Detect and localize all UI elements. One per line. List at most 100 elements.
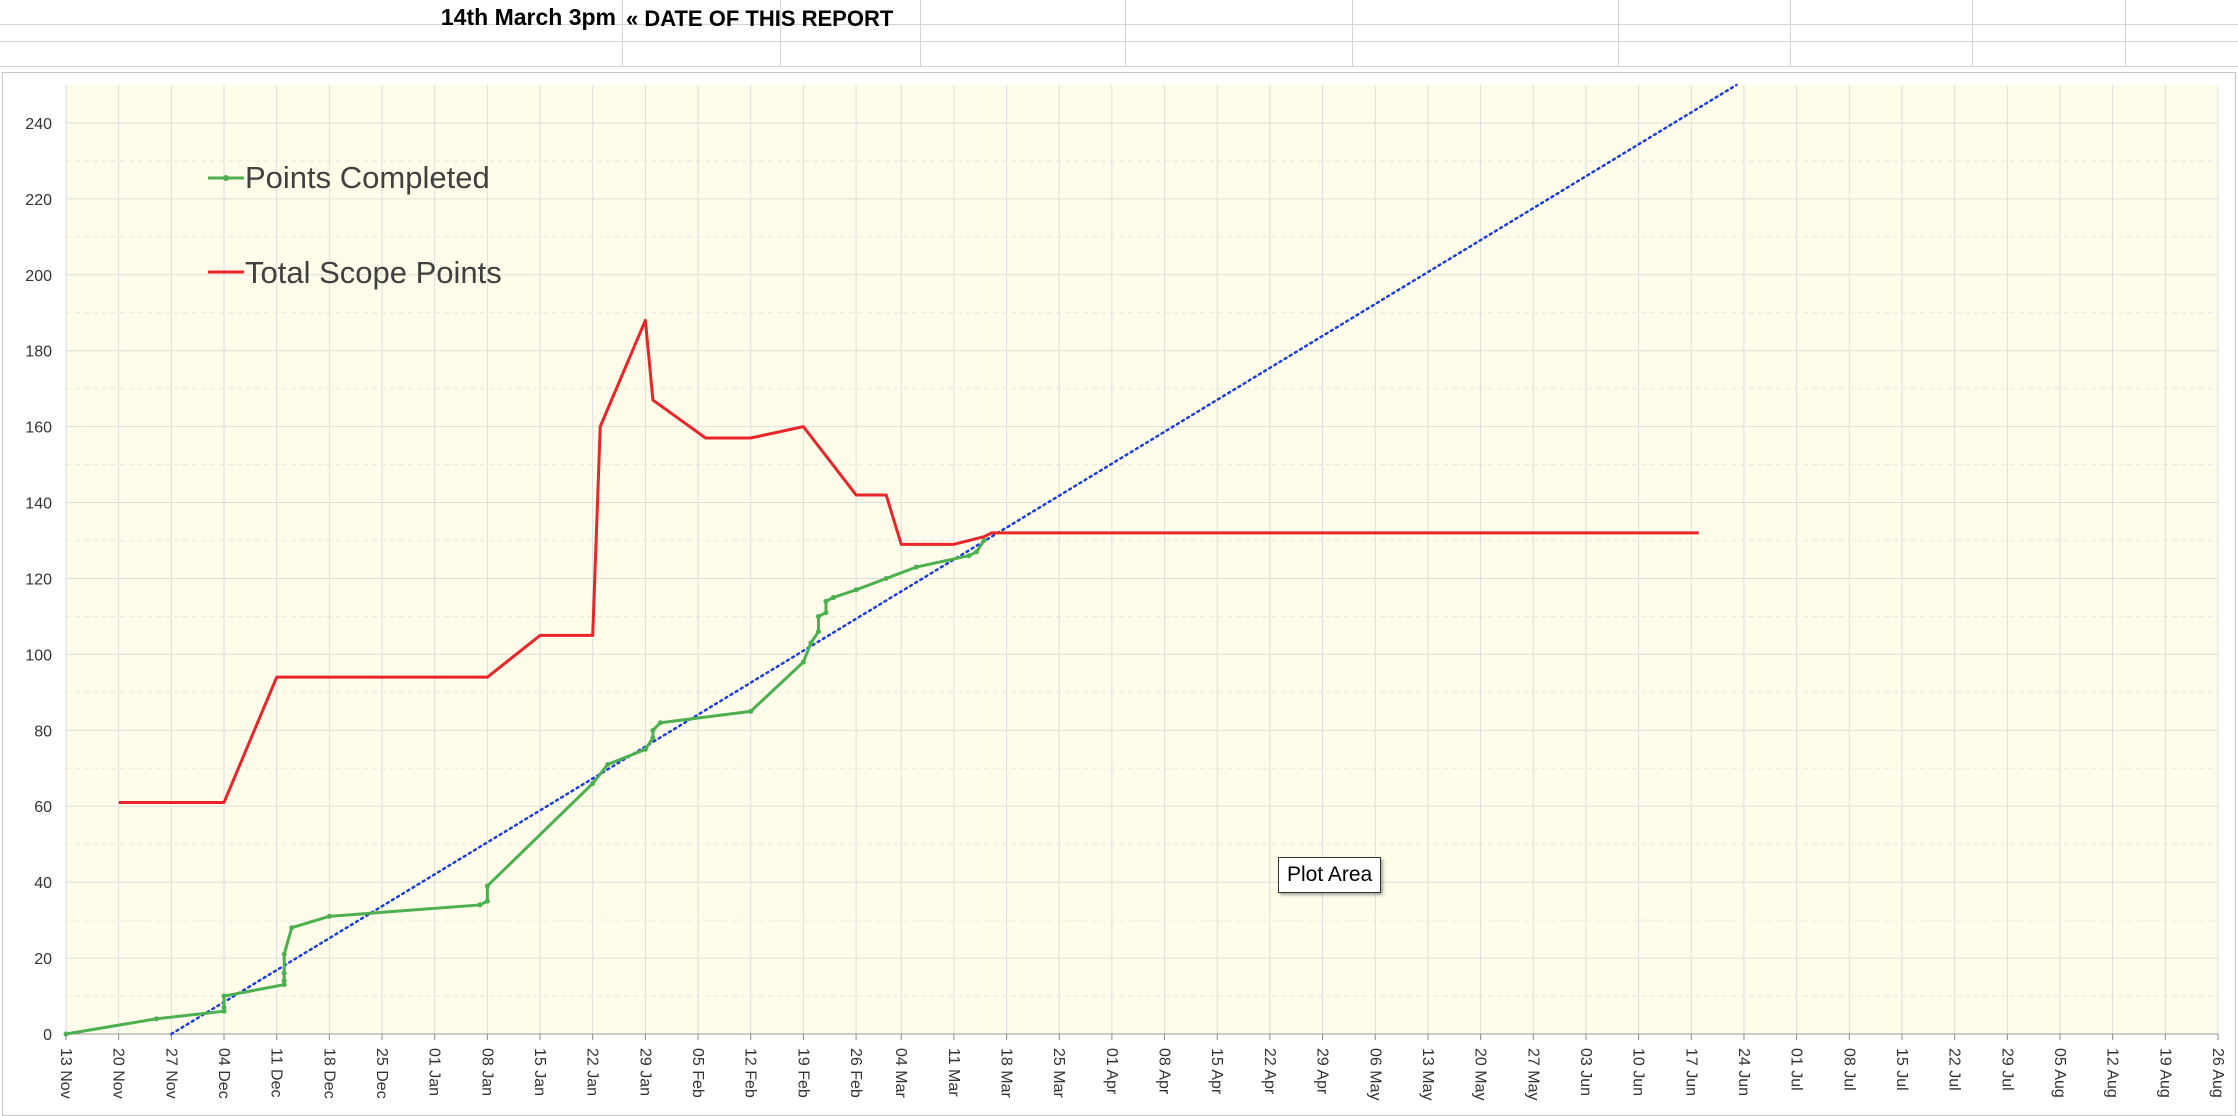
y-gridlines <box>66 122 2218 1035</box>
series-line-total-scope-points[interactable] <box>118 318 1699 804</box>
data-point[interactable] <box>748 708 754 714</box>
plot-area[interactable] <box>66 85 2218 1034</box>
plot-area-tooltip: Plot Area <box>1278 857 1382 893</box>
cell-divider <box>622 0 623 66</box>
y-tick-label: 0 <box>43 1027 52 1044</box>
spreadsheet-row-3 <box>0 41 2238 67</box>
x-tick-label: 26 Feb <box>847 1048 864 1098</box>
data-point[interactable] <box>281 970 287 976</box>
x-tick-label: 17 Jun <box>1682 1048 1699 1096</box>
data-point[interactable] <box>966 553 972 559</box>
x-tick-label: 22 Apr <box>1261 1048 1278 1095</box>
data-point[interactable] <box>63 1031 69 1037</box>
x-tick-label: 18 Dec <box>320 1048 337 1099</box>
data-point[interactable] <box>484 883 490 889</box>
data-point[interactable] <box>326 913 332 919</box>
x-tick-label: 10 Jun <box>1630 1048 1647 1096</box>
data-point[interactable] <box>281 978 287 984</box>
data-point[interactable] <box>853 587 859 593</box>
cell-divider <box>920 0 921 66</box>
y-tick-label: 220 <box>25 192 52 209</box>
x-tick-label: 11 Dec <box>268 1048 285 1098</box>
x-tick-label: 27 Nov <box>162 1048 179 1099</box>
data-point[interactable] <box>830 594 836 600</box>
data-point[interactable] <box>981 538 987 544</box>
x-tick-label: 15 Jan <box>531 1048 548 1096</box>
data-point[interactable] <box>477 902 483 908</box>
data-point[interactable] <box>657 720 663 726</box>
report-date-cell[interactable]: 14th March 3pm <box>440 4 616 30</box>
x-tick-label: 20 May <box>1472 1048 1489 1100</box>
y-axis-ticks: 0 20 40 60 80 100 120 140 160 180 200 220 240 <box>25 116 52 1044</box>
data-point[interactable] <box>815 613 821 619</box>
x-tick-label: 05 Feb <box>689 1048 706 1098</box>
data-point[interactable] <box>590 780 596 786</box>
data-point[interactable] <box>815 629 821 635</box>
cell-divider <box>780 0 781 66</box>
x-tick-label: 22 Jan <box>584 1048 601 1096</box>
x-tick-label: 05 Aug <box>2051 1048 2068 1098</box>
x-tick-label: 01 Jul <box>1788 1048 1805 1091</box>
y-tick-label: 200 <box>25 268 52 285</box>
y-tick-label: 20 <box>34 951 52 968</box>
data-point[interactable] <box>800 659 806 665</box>
x-tick-label: 25 Dec <box>373 1048 390 1099</box>
data-point[interactable] <box>883 575 889 581</box>
x-tick-label: 01 Apr <box>1103 1048 1120 1095</box>
x-tick-label: 01 Jan <box>426 1048 443 1096</box>
x-tick-label: 18 Mar <box>998 1048 1015 1098</box>
x-tick-label: 08 Jul <box>1840 1048 1857 1091</box>
data-point[interactable] <box>281 951 287 957</box>
x-tick-label: 12 Feb <box>742 1048 759 1098</box>
x-tick-label: 19 Feb <box>794 1048 811 1098</box>
report-date-label-cell[interactable]: « DATE OF THIS REPORT <box>626 6 894 31</box>
data-point[interactable] <box>650 735 656 741</box>
data-point[interactable] <box>281 982 287 988</box>
x-tick-label: 04 Dec <box>215 1048 232 1099</box>
y-tick-label: 140 <box>25 496 52 513</box>
x-tick-label: 29 Jul <box>1998 1048 2015 1091</box>
x-tick-label: 27 May <box>1524 1048 1541 1100</box>
x-tick-label: 12 Aug <box>2104 1048 2121 1098</box>
cell-divider <box>1790 0 1791 66</box>
cell-divider <box>1618 0 1619 66</box>
data-point[interactable] <box>808 640 814 646</box>
data-point[interactable] <box>153 1016 159 1022</box>
x-tick-label: 29 Apr <box>1314 1048 1331 1095</box>
x-tick-label: 08 Apr <box>1156 1048 1173 1095</box>
data-point[interactable] <box>484 898 490 904</box>
legend-label-points-completed[interactable]: Points Completed <box>245 160 490 195</box>
data-point[interactable] <box>221 1008 227 1014</box>
legend: Points Completed Total Scope Points <box>208 160 502 290</box>
data-point[interactable] <box>221 1004 227 1010</box>
y-tick-label: 40 <box>34 875 52 892</box>
x-tick-label: 19 Aug <box>2156 1048 2173 1098</box>
x-tick-label: 29 Jan <box>636 1048 653 1096</box>
legend-marker-dot <box>223 175 229 181</box>
x-tick-label: 20 Nov <box>110 1048 127 1099</box>
data-point[interactable] <box>823 610 829 616</box>
data-point[interactable] <box>823 598 829 604</box>
x-axis-ticks: 13 Nov 20 Nov 27 Nov 04 Dec 11 Dec 18 Dec 25 D… <box>57 1048 2226 1100</box>
x-tick-label: 15 Apr <box>1208 1048 1225 1095</box>
data-point[interactable] <box>221 993 227 999</box>
data-point[interactable] <box>605 761 611 767</box>
x-tick-label: 06 May <box>1366 1048 1383 1100</box>
data-point[interactable] <box>913 564 919 570</box>
data-point[interactable] <box>642 746 648 752</box>
x-tick-label: 04 Mar <box>892 1048 909 1098</box>
x-tick-label: 26 Aug <box>2209 1048 2226 1098</box>
x-tick-label: 13 Nov <box>57 1048 74 1099</box>
x-tick-label: 08 Jan <box>478 1048 495 1096</box>
x-tick-label: 25 Mar <box>1050 1048 1067 1098</box>
data-point[interactable] <box>973 549 979 555</box>
data-point[interactable] <box>289 925 295 931</box>
y-tick-label: 60 <box>34 799 52 816</box>
y-tick-label: 180 <box>25 344 52 361</box>
legend-label-total-scope-points[interactable]: Total Scope Points <box>245 255 502 290</box>
y-tick-label: 80 <box>34 723 52 740</box>
spreadsheet-header-area: 14th March 3pm « DATE OF THIS REPORT <box>0 0 2238 72</box>
data-point[interactable] <box>650 727 656 733</box>
x-tick-label: 22 Jul <box>1946 1048 1963 1091</box>
